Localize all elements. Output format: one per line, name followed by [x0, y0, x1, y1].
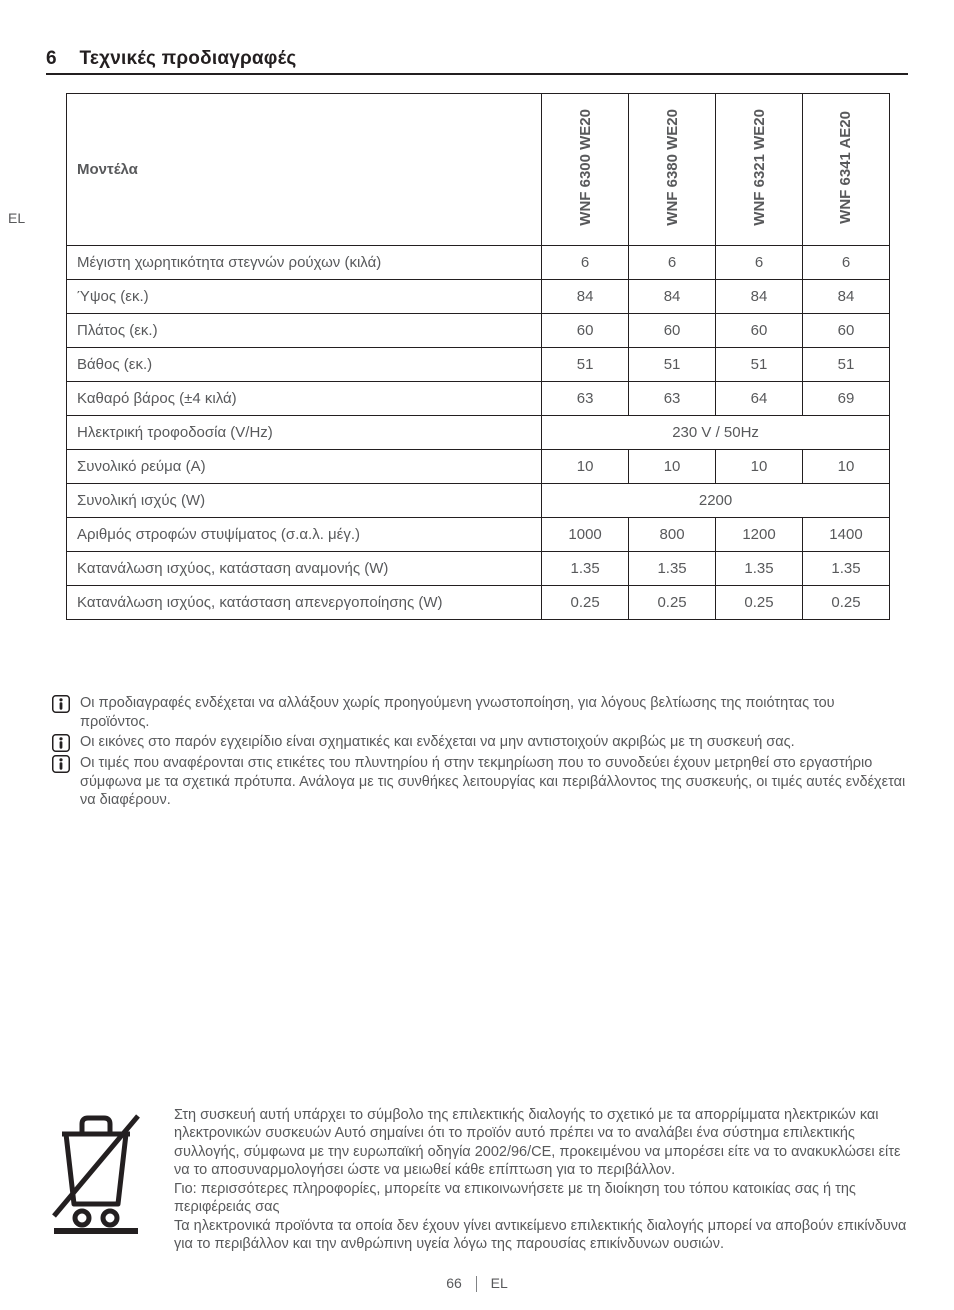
table-row: Βάθος (εκ.)51515151	[67, 348, 890, 382]
row-label: Αριθμός στροφών στυψίματος (σ.α.λ. μέγ.)	[67, 518, 542, 552]
model-col-2: WNF 6321 WE20	[716, 94, 803, 246]
info-note: Οι προδιαγραφές ενδέχεται να αλλάξουν χω…	[52, 694, 908, 731]
row-label: Μέγιστη χωρητικότητα στεγνών ρούχων (κιλ…	[67, 246, 542, 280]
info-note: Οι εικόνες στο παρόν εγχειρίδιο είναι σχ…	[52, 733, 908, 752]
row-value: 0.25	[542, 586, 629, 620]
table-row: Αριθμός στροφών στυψίματος (σ.α.λ. μέγ.)…	[67, 518, 890, 552]
row-label: Ηλεκτρική τροφοδοσία (V/Hz)	[67, 416, 542, 450]
weee-icon	[46, 1106, 156, 1234]
info-note: Οι τιμές που αναφέρονται στις ετικέτες τ…	[52, 754, 908, 810]
row-label: Συνολική ισχύς (W)	[67, 484, 542, 518]
side-language-tag: EL	[8, 210, 25, 226]
row-value: 84	[542, 280, 629, 314]
row-value: 60	[716, 314, 803, 348]
models-label-cell: Μοντέλα	[67, 94, 542, 246]
row-value: 0.25	[802, 586, 889, 620]
weee-p1: Στη συσκευή αυτή υπάρχει το σύμβολο της …	[174, 1106, 908, 1180]
row-value: 1200	[716, 518, 803, 552]
row-value: 6	[802, 246, 889, 280]
row-label: Βάθος (εκ.)	[67, 348, 542, 382]
row-value: 51	[716, 348, 803, 382]
model-col-1: WNF 6380 WE20	[629, 94, 716, 246]
row-label: Πλάτος (εκ.)	[67, 314, 542, 348]
row-value: 10	[629, 450, 716, 484]
row-merged-value: 2200	[542, 484, 890, 518]
table-row: Κατανάλωση ισχύος, κατάσταση απενεργοποί…	[67, 586, 890, 620]
row-value: 10	[802, 450, 889, 484]
row-value: 10	[542, 450, 629, 484]
info-note-text: Οι τιμές που αναφέρονται στις ετικέτες τ…	[80, 754, 908, 810]
row-value: 0.25	[716, 586, 803, 620]
row-value: 69	[802, 382, 889, 416]
row-value: 800	[629, 518, 716, 552]
table-header-row: Μοντέλα WNF 6300 WE20 WNF 6380 WE20 WNF …	[67, 94, 890, 246]
table-row: Συνολικό ρεύμα (A)10101010	[67, 450, 890, 484]
row-value: 63	[542, 382, 629, 416]
row-label: Ύψος (εκ.)	[67, 280, 542, 314]
spec-table: Μοντέλα WNF 6300 WE20 WNF 6380 WE20 WNF …	[66, 93, 890, 620]
model-col-0: WNF 6300 WE20	[542, 94, 629, 246]
row-value: 1.35	[542, 552, 629, 586]
row-value: 51	[629, 348, 716, 382]
table-row: Καθαρό βάρος (±4 κιλά)63636469	[67, 382, 890, 416]
info-notes: Οι προδιαγραφές ενδέχεται να αλλάξουν χω…	[52, 694, 908, 810]
row-value: 10	[716, 450, 803, 484]
row-value: 6	[716, 246, 803, 280]
info-note-text: Οι εικόνες στο παρόν εγχειρίδιο είναι σχ…	[80, 733, 908, 752]
row-value: 51	[802, 348, 889, 382]
row-value: 6	[542, 246, 629, 280]
table-row: Ηλεκτρική τροφοδοσία (V/Hz)230 V / 50Hz	[67, 416, 890, 450]
table-row: Ύψος (εκ.)84848484	[67, 280, 890, 314]
row-label: Κατανάλωση ισχύος, κατάσταση αναμονής (W…	[67, 552, 542, 586]
row-value: 6	[629, 246, 716, 280]
row-value: 60	[542, 314, 629, 348]
footer-lang: EL	[491, 1275, 508, 1291]
page-number: 66	[446, 1275, 462, 1291]
weee-text: Στη συσκευή αυτή υπάρχει το σύμβολο της …	[174, 1106, 908, 1254]
row-value: 63	[629, 382, 716, 416]
table-row: Κατανάλωση ισχύος, κατάσταση αναμονής (W…	[67, 552, 890, 586]
row-value: 1000	[542, 518, 629, 552]
row-merged-value: 230 V / 50Hz	[542, 416, 890, 450]
table-row: Πλάτος (εκ.)60606060	[67, 314, 890, 348]
row-value: 1.35	[716, 552, 803, 586]
section-heading: 6 Τεχνικές προδιαγραφές	[46, 48, 908, 75]
row-value: 1.35	[629, 552, 716, 586]
info-icon	[52, 755, 70, 773]
info-icon	[52, 734, 70, 752]
row-value: 84	[716, 280, 803, 314]
row-value: 64	[716, 382, 803, 416]
row-value: 51	[542, 348, 629, 382]
row-value: 1.35	[802, 552, 889, 586]
row-label: Καθαρό βάρος (±4 κιλά)	[67, 382, 542, 416]
row-label: Συνολικό ρεύμα (A)	[67, 450, 542, 484]
row-value: 84	[629, 280, 716, 314]
info-note-text: Οι προδιαγραφές ενδέχεται να αλλάξουν χω…	[80, 694, 908, 731]
row-value: 60	[802, 314, 889, 348]
section-number: 6	[46, 48, 74, 70]
weee-p3: Τα ηλεκτρονικά προϊόντα τα οποία δεν έχο…	[174, 1217, 908, 1254]
info-icon	[52, 695, 70, 713]
row-label: Κατανάλωση ισχύος, κατάσταση απενεργοποί…	[67, 586, 542, 620]
row-value: 84	[802, 280, 889, 314]
row-value: 0.25	[629, 586, 716, 620]
table-row: Συνολική ισχύς (W)2200	[67, 484, 890, 518]
footer-separator	[476, 1276, 477, 1292]
row-value: 1400	[802, 518, 889, 552]
section-title: Τεχνικές προδιαγραφές	[79, 48, 296, 69]
table-row: Μέγιστη χωρητικότητα στεγνών ρούχων (κιλ…	[67, 246, 890, 280]
row-value: 60	[629, 314, 716, 348]
weee-p2: Γιο: περισσότερες πληροφορίες, μπορείτε …	[174, 1180, 908, 1217]
weee-block: Στη συσκευή αυτή υπάρχει το σύμβολο της …	[46, 1106, 908, 1254]
model-col-3: WNF 6341 AE20	[802, 94, 889, 246]
page-footer: 66 EL	[0, 1275, 954, 1292]
